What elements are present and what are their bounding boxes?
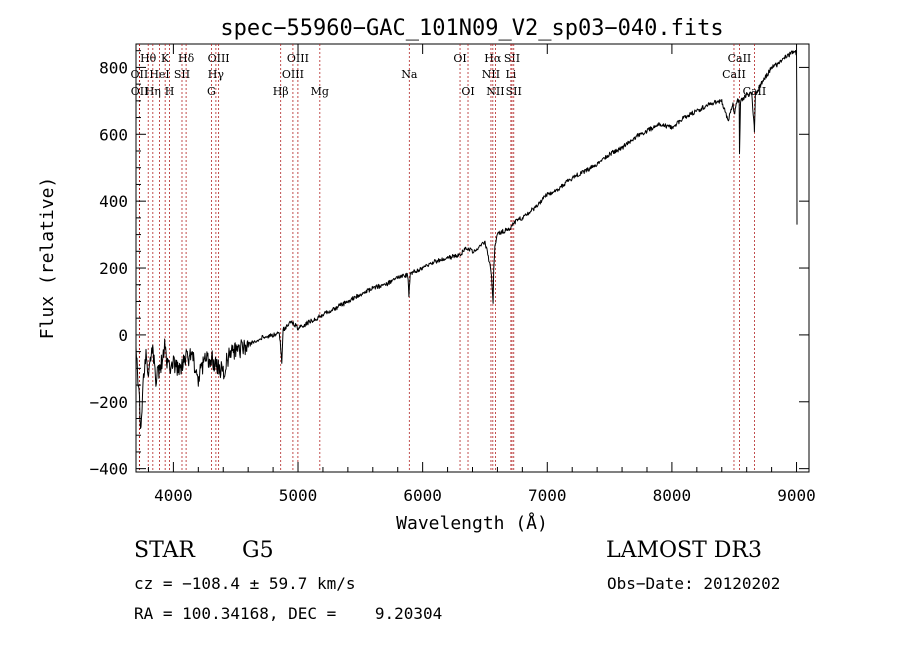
y-tick-label-0: −400: [89, 460, 128, 479]
x-tick-label-3: 7000: [528, 486, 567, 505]
line-marker-label-5: Hη: [145, 85, 161, 98]
line-marker-label-8: Hδ: [178, 52, 195, 65]
line-marker-label-14: OIII: [282, 68, 304, 81]
line-marker-label-6: H: [165, 85, 175, 98]
line-marker-label-4: HeI: [149, 68, 169, 81]
line-marker-label-19: Hα: [484, 52, 502, 65]
line-marker-label-20: NII: [482, 68, 500, 81]
x-tick-label-1: 5000: [279, 486, 318, 505]
axis-ticks: 4000 5000 6000 7000 8000 9000 −400 −200 0 200 400 6…: [89, 44, 816, 505]
line-marker-label-13: OIII: [287, 52, 309, 65]
y-tick-label-6: 800: [99, 58, 128, 77]
line-marker-label-22: SII: [504, 52, 520, 65]
line-marker-label-17: OI: [453, 52, 466, 65]
line-marker-label-24: SII: [506, 85, 522, 98]
chart-title: spec−55960−GAC_101N09_V2_sp03−040.fits: [220, 16, 723, 41]
y-tick-label-2: 0: [118, 326, 128, 345]
line-marker-label-26: CaII: [722, 68, 746, 81]
y-tick-label-3: 200: [99, 259, 128, 278]
line-marker-label-2: OII: [131, 85, 149, 98]
line-marker-label-1: OII: [131, 68, 149, 81]
line-marker-label-23: Li: [505, 68, 516, 81]
x-tick-label-2: 6000: [403, 486, 442, 505]
line-marker-label-3: K: [161, 52, 170, 65]
x-tick-label-0: 4000: [154, 486, 193, 505]
line-marker-label-21: NII: [486, 85, 504, 98]
survey-name: LAMOST DR3: [606, 538, 762, 563]
line-marker-label-11: G: [207, 85, 216, 98]
line-marker-label-16: Na: [401, 68, 418, 81]
y-tick-label-1: −200: [89, 393, 128, 412]
series-line-spectrum: [135, 50, 798, 429]
redshift-readout: cz = −108.4 ± 59.7 km/s: [134, 574, 356, 593]
coordinates-readout: RA = 100.34168, DEC = 9.20304: [134, 604, 443, 623]
line-marker-label-12: Hβ: [273, 85, 289, 98]
line-marker-label-15: Mg: [311, 85, 329, 98]
object-class: STAR: [134, 538, 195, 563]
line-marker-label-9: OIII: [208, 52, 230, 65]
line-marker-label-7: SII: [174, 68, 190, 81]
line-marker-label-0: Hθ: [140, 52, 157, 65]
line-marker-label-10: Hγ: [208, 68, 225, 81]
spectral-subclass: G5: [242, 538, 274, 563]
y-tick-label-4: 400: [99, 192, 128, 211]
series-layer: [135, 50, 798, 429]
observation-date: Obs−Date: 20120202: [607, 574, 781, 593]
line-marker-label-25: CaII: [728, 52, 752, 65]
line-marker-label-18: OI: [461, 85, 474, 98]
y-axis-label: Flux (relative): [37, 177, 58, 340]
x-axis-label: Wavelength (Å): [396, 512, 548, 534]
plot-frame: [135, 43, 810, 473]
line-marker-layer: Hθ OII OII K HeI Hη H SII Hδ OIII Hγ G Hβ OIII OIII Mg N…: [131, 44, 766, 472]
y-tick-label-5: 600: [99, 125, 128, 144]
x-tick-label-5: 9000: [777, 486, 816, 505]
x-tick-label-4: 8000: [653, 486, 692, 505]
